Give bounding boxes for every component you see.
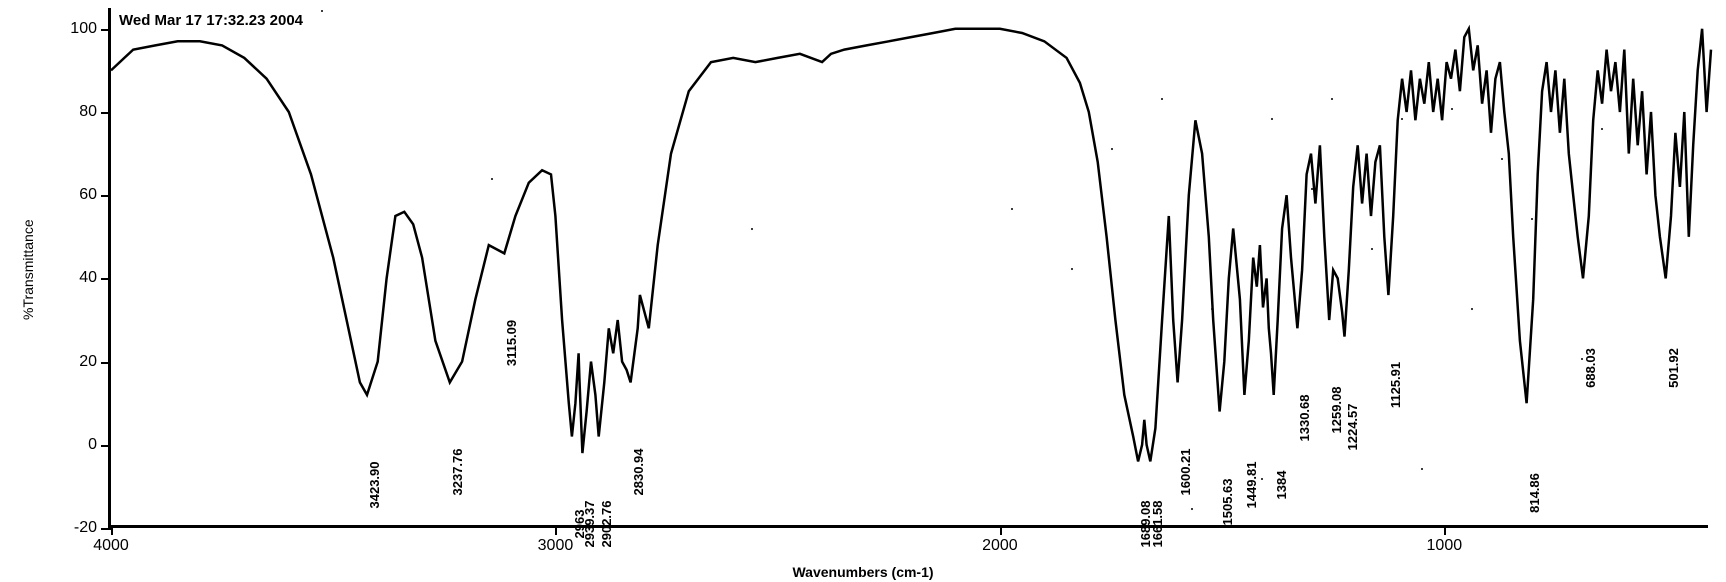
x-tick (1000, 525, 1002, 535)
noise-dot (1191, 508, 1193, 510)
y-tick-label: 60 (79, 186, 97, 204)
noise-dot (1111, 148, 1113, 150)
noise-dot (321, 10, 323, 12)
noise-dot (1291, 268, 1293, 270)
noise-dot (1071, 268, 1073, 270)
noise-dot (1601, 128, 1603, 130)
noise-dot (1311, 188, 1313, 190)
peak-label: 1449.81 (1244, 461, 1259, 508)
noise-dot (1501, 158, 1503, 160)
peak-label: 1330.68 (1297, 395, 1312, 442)
noise-dot (491, 178, 493, 180)
y-tick (101, 112, 111, 114)
spectrum-line (111, 29, 1711, 462)
y-tick-label: -20 (74, 519, 97, 537)
noise-dot (1261, 478, 1263, 480)
x-tick-label: 4000 (93, 537, 129, 555)
noise-dot (1531, 218, 1533, 220)
peak-label: 501.92 (1666, 349, 1681, 389)
peak-label: 1384 (1274, 470, 1289, 499)
y-tick-label: 40 (79, 269, 97, 287)
noise-dot (1581, 358, 1583, 360)
x-tick-label: 3000 (538, 537, 574, 555)
y-tick (101, 445, 111, 447)
peak-label: 1600.21 (1178, 449, 1193, 496)
y-tick-label: 0 (88, 436, 97, 454)
peak-label: 2939.37 (582, 501, 597, 548)
noise-dot (1471, 308, 1473, 310)
y-tick-label: 100 (70, 20, 97, 38)
noise-dot (1161, 98, 1163, 100)
x-tick (111, 525, 113, 535)
spectrum-svg (111, 8, 1708, 525)
y-tick (101, 195, 111, 197)
x-tick (1444, 525, 1446, 535)
x-axis-label: Wavenumbers (cm-1) (792, 564, 933, 580)
noise-dot (1401, 118, 1403, 120)
noise-dot (1271, 118, 1273, 120)
peak-label: 1505.63 (1220, 478, 1235, 525)
noise-dot (1211, 308, 1213, 310)
peak-label: 3237.76 (450, 449, 465, 496)
noise-dot (1451, 108, 1453, 110)
peak-label: 1224.57 (1345, 403, 1360, 450)
noise-dot (751, 228, 753, 230)
peak-label: 1125.91 (1388, 362, 1403, 408)
y-axis-label: %Transmittance (20, 219, 36, 320)
y-tick (101, 29, 111, 31)
noise-dot (1331, 98, 1333, 100)
y-tick-label: 80 (79, 103, 97, 121)
noise-dot (1371, 248, 1373, 250)
peak-label: 1661.58 (1150, 501, 1165, 548)
plot-area: Wed Mar 17 17:32.23 2004 -20020406080100… (108, 8, 1708, 528)
y-tick-label: 20 (79, 353, 97, 371)
y-tick (101, 278, 111, 280)
ir-spectrum-chart: %Transmittance Wavenumbers (cm-1) Wed Ma… (0, 0, 1726, 582)
y-tick (101, 362, 111, 364)
x-tick-label: 2000 (982, 537, 1018, 555)
y-tick (101, 528, 111, 530)
peak-label: 688.03 (1583, 349, 1598, 389)
peak-label: 1259.08 (1329, 387, 1344, 434)
x-tick-label: 1000 (1427, 537, 1463, 555)
peak-label: 3423.90 (367, 461, 382, 508)
peak-label: 2902.76 (599, 501, 614, 548)
noise-dot (1421, 468, 1423, 470)
peak-label: 2830.94 (631, 449, 646, 496)
peak-label: 3115.09 (504, 320, 519, 366)
noise-dot (1551, 98, 1553, 100)
peak-label: 814.86 (1527, 473, 1542, 513)
noise-dot (1011, 208, 1013, 210)
x-tick (555, 525, 557, 535)
